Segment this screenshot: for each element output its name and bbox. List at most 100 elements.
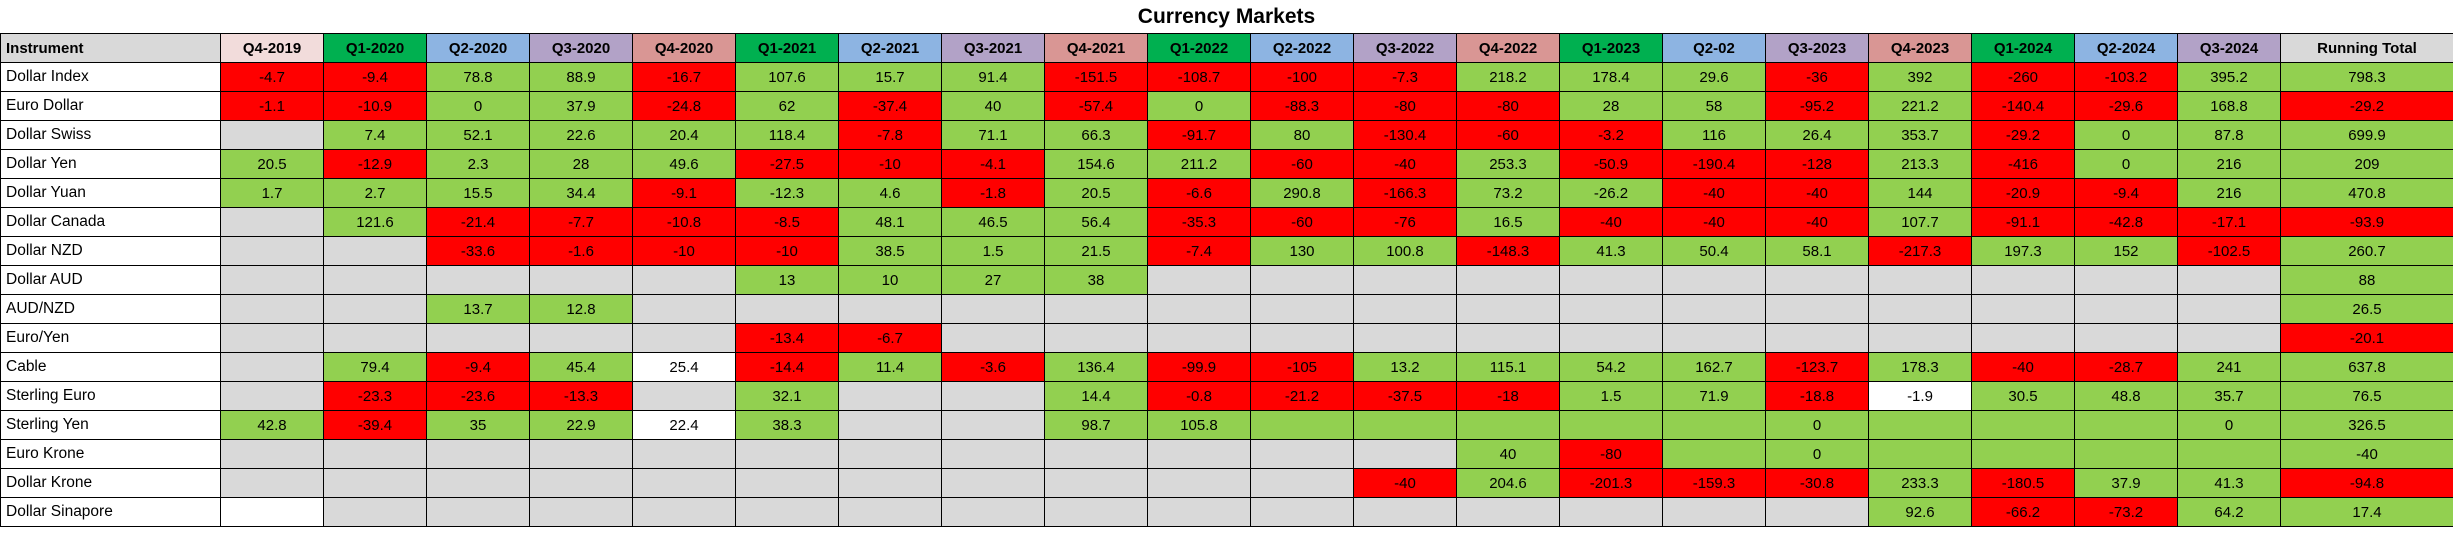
data-cell[interactable]: 73.2 <box>1456 178 1560 208</box>
data-cell[interactable]: 20.5 <box>220 149 324 179</box>
data-cell[interactable]: -1.8 <box>941 178 1045 208</box>
data-cell[interactable] <box>1662 439 1766 469</box>
data-cell[interactable] <box>1044 323 1148 353</box>
running-total-cell[interactable]: 26.5 <box>2280 294 2453 324</box>
data-cell[interactable]: 392 <box>1868 62 1972 92</box>
data-cell[interactable]: 197.3 <box>1971 236 2075 266</box>
data-cell[interactable]: 29.6 <box>1662 62 1766 92</box>
data-cell[interactable] <box>838 497 942 527</box>
data-cell[interactable] <box>838 410 942 440</box>
data-cell[interactable]: -17.1 <box>2177 207 2281 237</box>
data-cell[interactable] <box>1044 439 1148 469</box>
data-cell[interactable]: -35.3 <box>1147 207 1251 237</box>
data-cell[interactable]: 48.1 <box>838 207 942 237</box>
data-cell[interactable] <box>941 468 1045 498</box>
data-cell[interactable] <box>1353 294 1457 324</box>
data-cell[interactable] <box>1044 468 1148 498</box>
data-cell[interactable]: 13.7 <box>426 294 530 324</box>
data-cell[interactable]: -40 <box>1353 149 1457 179</box>
data-cell[interactable]: 221.2 <box>1868 91 1972 121</box>
data-cell[interactable] <box>1559 265 1663 295</box>
data-cell[interactable] <box>323 294 427 324</box>
data-cell[interactable] <box>1971 323 2075 353</box>
data-cell[interactable]: 178.4 <box>1559 62 1663 92</box>
data-cell[interactable] <box>1971 410 2075 440</box>
data-cell[interactable]: -102.5 <box>2177 236 2281 266</box>
data-cell[interactable] <box>1662 410 1766 440</box>
column-header[interactable]: Q2-2024 <box>2074 33 2178 63</box>
running-total-cell[interactable]: 470.8 <box>2280 178 2453 208</box>
data-cell[interactable]: 71.9 <box>1662 381 1766 411</box>
data-cell[interactable]: -40 <box>1765 178 1869 208</box>
running-total-cell[interactable]: 17.4 <box>2280 497 2453 527</box>
data-cell[interactable] <box>220 236 324 266</box>
data-cell[interactable] <box>632 468 736 498</box>
running-total-cell[interactable]: -29.2 <box>2280 91 2453 121</box>
column-header[interactable]: Q1-2020 <box>323 33 427 63</box>
row-label[interactable]: Sterling Yen <box>0 410 221 440</box>
data-cell[interactable]: 58.1 <box>1765 236 1869 266</box>
running-total-cell[interactable]: 637.8 <box>2280 352 2453 382</box>
running-total-cell[interactable]: -93.9 <box>2280 207 2453 237</box>
data-cell[interactable]: 15.7 <box>838 62 942 92</box>
column-header[interactable]: Running Total <box>2280 33 2453 63</box>
data-cell[interactable]: -40 <box>1971 352 2075 382</box>
data-cell[interactable]: 4.6 <box>838 178 942 208</box>
data-cell[interactable] <box>220 381 324 411</box>
data-cell[interactable]: 78.8 <box>426 62 530 92</box>
data-cell[interactable]: -180.5 <box>1971 468 2075 498</box>
data-cell[interactable] <box>1250 410 1354 440</box>
data-cell[interactable]: -39.4 <box>323 410 427 440</box>
data-cell[interactable]: 0 <box>1765 439 1869 469</box>
data-cell[interactable]: 1.5 <box>1559 381 1663 411</box>
data-cell[interactable]: -7.4 <box>1147 236 1251 266</box>
data-cell[interactable] <box>1147 323 1251 353</box>
data-cell[interactable]: 105.8 <box>1147 410 1251 440</box>
data-cell[interactable]: -159.3 <box>1662 468 1766 498</box>
data-cell[interactable]: 16.5 <box>1456 207 1560 237</box>
data-cell[interactable]: -4.7 <box>220 62 324 92</box>
data-cell[interactable]: -9.4 <box>2074 178 2178 208</box>
data-cell[interactable]: -12.9 <box>323 149 427 179</box>
data-cell[interactable] <box>426 439 530 469</box>
instrument-column-header[interactable]: Instrument <box>0 33 221 63</box>
data-cell[interactable]: -18.8 <box>1765 381 1869 411</box>
row-label[interactable]: Dollar Sinapore <box>0 497 221 527</box>
data-cell[interactable]: 12.8 <box>529 294 633 324</box>
data-cell[interactable] <box>941 323 1045 353</box>
data-cell[interactable]: -10 <box>838 149 942 179</box>
data-cell[interactable]: -21.4 <box>426 207 530 237</box>
data-cell[interactable]: 30.5 <box>1971 381 2075 411</box>
data-cell[interactable]: -29.2 <box>1971 120 2075 150</box>
data-cell[interactable]: -60 <box>1250 149 1354 179</box>
row-label[interactable]: Dollar Canada <box>0 207 221 237</box>
column-header[interactable]: Q3-2022 <box>1353 33 1457 63</box>
data-cell[interactable]: -91.7 <box>1147 120 1251 150</box>
data-cell[interactable]: -10.9 <box>323 91 427 121</box>
data-cell[interactable]: 21.5 <box>1044 236 1148 266</box>
data-cell[interactable]: -130.4 <box>1353 120 1457 150</box>
data-cell[interactable]: 22.9 <box>529 410 633 440</box>
data-cell[interactable] <box>1971 265 2075 295</box>
data-cell[interactable]: 37.9 <box>2074 468 2178 498</box>
data-cell[interactable]: 0 <box>2074 149 2178 179</box>
data-cell[interactable]: 28 <box>1559 91 1663 121</box>
data-cell[interactable] <box>735 468 839 498</box>
data-cell[interactable]: 20.4 <box>632 120 736 150</box>
data-cell[interactable]: -50.9 <box>1559 149 1663 179</box>
data-cell[interactable]: -42.8 <box>2074 207 2178 237</box>
data-cell[interactable] <box>1662 294 1766 324</box>
data-cell[interactable]: 136.4 <box>1044 352 1148 382</box>
column-header[interactable]: Q2-02 <box>1662 33 1766 63</box>
data-cell[interactable]: -1.6 <box>529 236 633 266</box>
data-cell[interactable]: 98.7 <box>1044 410 1148 440</box>
data-cell[interactable]: 0 <box>1765 410 1869 440</box>
data-cell[interactable]: -140.4 <box>1971 91 2075 121</box>
data-cell[interactable]: -57.4 <box>1044 91 1148 121</box>
data-cell[interactable] <box>323 497 427 527</box>
data-cell[interactable]: 118.4 <box>735 120 839 150</box>
data-cell[interactable]: 14.4 <box>1044 381 1148 411</box>
data-cell[interactable]: 38.3 <box>735 410 839 440</box>
data-cell[interactable] <box>1868 265 1972 295</box>
data-cell[interactable]: -26.2 <box>1559 178 1663 208</box>
